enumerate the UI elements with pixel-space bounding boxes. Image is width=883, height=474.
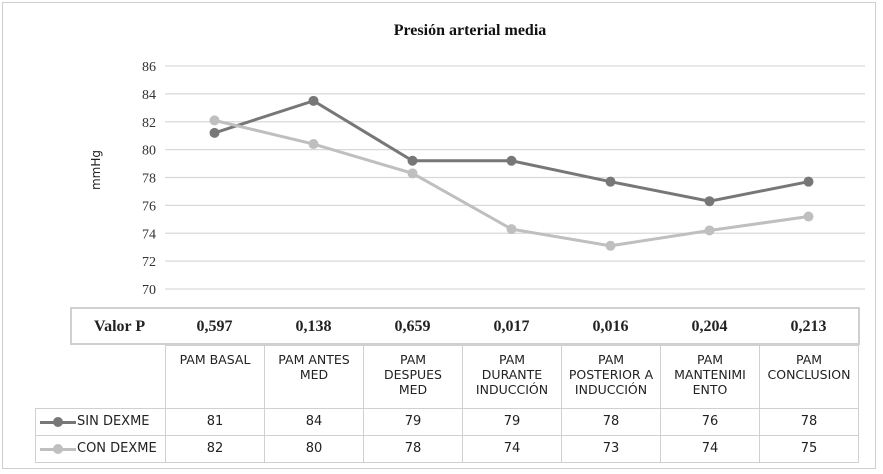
p-value-label: Valor P	[94, 318, 146, 335]
legend-entry-1: CON DEXME	[35, 435, 166, 463]
table-value: 82	[165, 435, 265, 463]
table-value: 75	[759, 435, 859, 463]
p-value: 0,597	[196, 318, 233, 335]
y-tick-label: 72	[142, 255, 156, 270]
p-value-row: Valor P 0,597 0,138 0,659 0,017 0,016 0,204 0,2…	[70, 307, 860, 345]
y-tick-label: 70	[142, 283, 156, 298]
table-value: 84	[264, 408, 364, 436]
data-point	[803, 211, 814, 222]
p-value: 0,016	[592, 318, 629, 335]
category-label: PAM BASAL	[165, 345, 265, 409]
data-point	[308, 139, 319, 150]
legend-label: SIN DEXME	[77, 414, 150, 429]
data-point	[704, 225, 715, 236]
data-point	[605, 176, 616, 187]
table-value: 81	[165, 408, 265, 436]
category-label: PAM CONCLUSION	[759, 345, 859, 409]
table-value: 76	[660, 408, 760, 436]
table-value: 78	[759, 408, 859, 436]
y-tick-label: 86	[142, 60, 156, 75]
chart-frame	[2, 2, 876, 469]
table-value: 80	[264, 435, 364, 463]
legend-entry-0: SIN DEXME	[35, 408, 166, 436]
chart-title: Presión arterial media	[393, 22, 547, 39]
y-tick-label: 80	[142, 144, 156, 159]
legend-label: CON DEXME	[77, 441, 157, 456]
y-tick-label: 82	[142, 116, 156, 131]
category-label: PAM ANTES MED	[264, 345, 364, 409]
table-value: 73	[561, 435, 661, 463]
table-value: 74	[462, 435, 562, 463]
legend-marker-icon	[38, 443, 76, 454]
p-value: 0,138	[295, 318, 332, 335]
p-value: 0,204	[691, 318, 728, 335]
data-point	[803, 176, 814, 187]
data-point	[506, 155, 517, 166]
data-point	[407, 155, 418, 166]
table-value: 74	[660, 435, 760, 463]
category-label: PAM MANTENIMI ENTO	[660, 345, 760, 409]
table-value: 79	[363, 408, 463, 436]
category-label: PAM DURANTE INDUCCIÓN	[462, 345, 562, 409]
table-value: 78	[363, 435, 463, 463]
category-label: PAM DESPUES MED	[363, 345, 463, 409]
data-point	[209, 127, 220, 138]
series-line-0	[214, 99, 809, 203]
p-value: 0,017	[493, 318, 530, 335]
p-value: 0,659	[394, 318, 431, 335]
category-label: PAM POSTERIOR A INDUCCIÓN	[561, 345, 661, 409]
data-point	[704, 196, 715, 207]
data-point	[407, 168, 418, 179]
data-point	[605, 240, 616, 251]
y-tick-label: 78	[142, 172, 156, 187]
y-tick-label: 84	[142, 88, 156, 103]
p-value: 0,213	[790, 318, 827, 335]
y-tick-label: 76	[142, 199, 156, 214]
legend-marker-icon	[38, 416, 76, 427]
data-point	[209, 115, 220, 126]
data-point	[506, 224, 517, 235]
data-point	[308, 95, 319, 106]
table-value: 79	[462, 408, 562, 436]
table-value: 78	[561, 408, 661, 436]
y-tick-label: 74	[142, 227, 156, 242]
